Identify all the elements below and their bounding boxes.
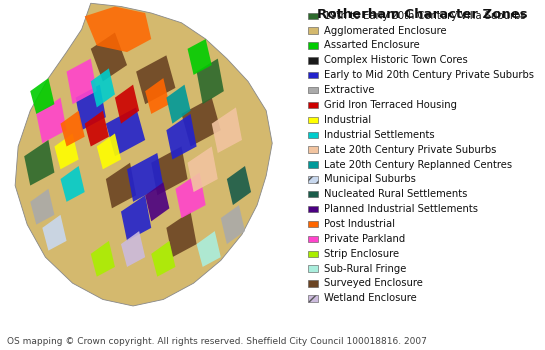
Polygon shape	[37, 98, 66, 143]
Polygon shape	[212, 107, 242, 153]
Polygon shape	[197, 231, 221, 267]
Text: Municipal Suburbs: Municipal Suburbs	[324, 174, 416, 184]
Text: Post Industrial: Post Industrial	[324, 219, 395, 229]
Text: Industrial Settlements: Industrial Settlements	[324, 130, 435, 140]
Text: Private Parkland: Private Parkland	[324, 234, 405, 244]
Polygon shape	[106, 107, 145, 156]
Polygon shape	[136, 55, 175, 104]
Text: Sub-Rural Fringe: Sub-Rural Fringe	[324, 264, 407, 274]
Polygon shape	[115, 85, 139, 124]
Text: Wetland Enclosure: Wetland Enclosure	[324, 293, 417, 303]
Polygon shape	[60, 166, 84, 202]
Polygon shape	[166, 85, 191, 124]
Polygon shape	[97, 133, 121, 169]
Polygon shape	[66, 58, 97, 104]
Text: Late 20th Century Replanned Centres: Late 20th Century Replanned Centres	[324, 160, 512, 169]
Text: Agglomerated Enclosure: Agglomerated Enclosure	[324, 26, 447, 36]
Polygon shape	[187, 39, 212, 75]
Polygon shape	[84, 7, 152, 52]
Text: Nucleated Rural Settlements: Nucleated Rural Settlements	[324, 189, 468, 199]
Text: Planned Industrial Settlements: Planned Industrial Settlements	[324, 204, 479, 214]
Polygon shape	[24, 140, 54, 186]
Polygon shape	[197, 58, 224, 104]
Polygon shape	[175, 173, 205, 218]
Polygon shape	[43, 215, 66, 251]
Text: Industrial: Industrial	[324, 115, 371, 125]
Polygon shape	[166, 211, 197, 257]
Text: Surveyed Enclosure: Surveyed Enclosure	[324, 279, 423, 288]
Polygon shape	[106, 163, 136, 208]
Text: Assarted Enclosure: Assarted Enclosure	[324, 41, 420, 50]
Polygon shape	[145, 78, 169, 114]
Polygon shape	[181, 98, 221, 146]
Polygon shape	[90, 68, 115, 107]
Polygon shape	[166, 114, 197, 160]
Polygon shape	[145, 182, 169, 221]
Polygon shape	[221, 205, 245, 244]
Polygon shape	[90, 33, 127, 82]
Text: Grid Iron Terraced Housing: Grid Iron Terraced Housing	[324, 100, 457, 110]
Polygon shape	[31, 189, 54, 225]
Text: Strip Enclosure: Strip Enclosure	[324, 249, 399, 259]
Text: Early to Mid 20th Century Private Suburbs: Early to Mid 20th Century Private Suburb…	[324, 70, 534, 80]
Text: OS mapping © Crown copyright. All rights reserved. Sheffield City Council 100018: OS mapping © Crown copyright. All rights…	[7, 337, 426, 346]
Polygon shape	[152, 241, 175, 276]
Polygon shape	[15, 3, 272, 306]
Polygon shape	[121, 195, 152, 241]
Text: Complex Historic Town Cores: Complex Historic Town Cores	[324, 55, 468, 65]
Polygon shape	[127, 153, 164, 202]
Text: 19th to Early 20th Century Villa Suburbs: 19th to Early 20th Century Villa Suburbs	[324, 11, 526, 21]
Text: Late 20th Century Private Suburbs: Late 20th Century Private Suburbs	[324, 145, 496, 155]
Polygon shape	[54, 133, 78, 169]
Polygon shape	[121, 231, 145, 267]
Polygon shape	[84, 111, 109, 146]
Text: Extractive: Extractive	[324, 85, 375, 95]
Polygon shape	[152, 146, 187, 195]
Text: Rotherham Character Zones: Rotherham Character Zones	[317, 8, 528, 21]
Polygon shape	[227, 166, 251, 205]
Polygon shape	[31, 78, 54, 114]
Polygon shape	[187, 146, 218, 192]
Polygon shape	[90, 241, 115, 276]
Polygon shape	[60, 111, 84, 146]
Polygon shape	[76, 85, 106, 130]
